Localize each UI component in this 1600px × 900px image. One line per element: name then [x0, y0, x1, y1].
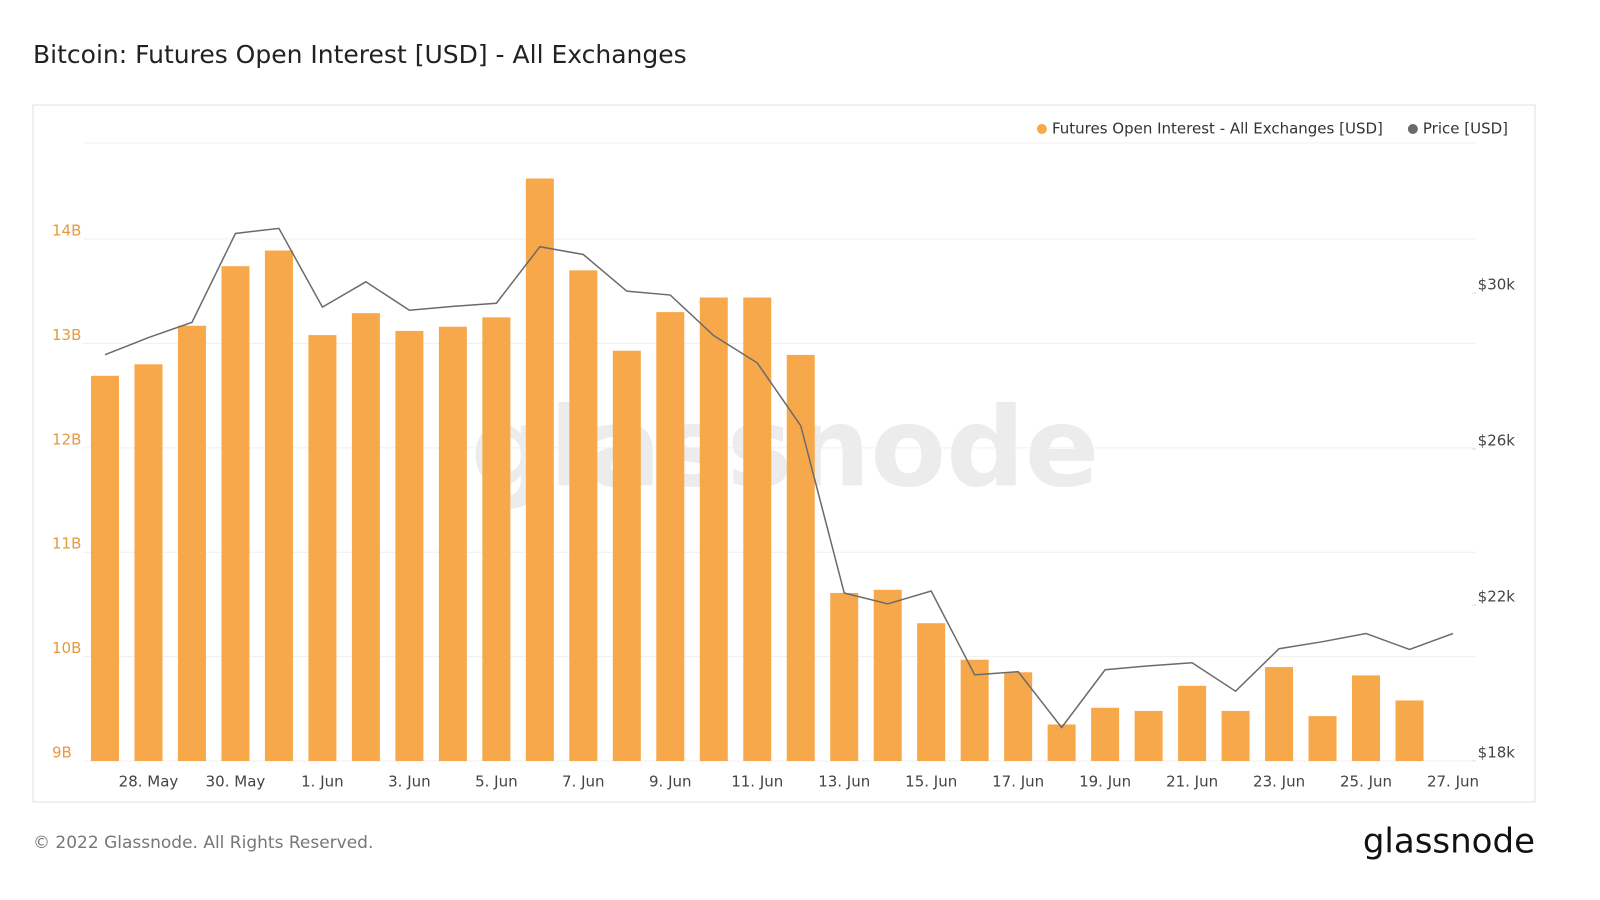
- bar: [264, 250, 293, 761]
- x-tick-label: 11. Jun: [731, 773, 783, 791]
- price-line: [104, 227, 1454, 729]
- bar: [1265, 667, 1294, 761]
- x-tick-label: 21. Jun: [1166, 773, 1218, 791]
- y-tick-label: 12B: [52, 430, 81, 448]
- bar: [1178, 685, 1207, 761]
- y-tick-label: 9B: [52, 744, 72, 762]
- legend-swatch: [1036, 124, 1047, 134]
- x-tick-label: 9. Jun: [649, 773, 692, 791]
- legend-label: Price [USD]: [1423, 120, 1508, 138]
- y-tick-label: 13B: [52, 326, 81, 344]
- bar: [1134, 710, 1163, 761]
- y2-tick-label: $30k: [1478, 276, 1516, 294]
- bar: [91, 375, 119, 761]
- bar: [482, 317, 511, 761]
- bar: [960, 659, 989, 761]
- x-tick-label: 13. Jun: [818, 773, 870, 791]
- bar: [830, 592, 859, 761]
- x-tick-label: 25. Jun: [1340, 773, 1392, 791]
- bar: [438, 326, 467, 761]
- bar: [743, 297, 772, 761]
- y-tick-label: 14B: [52, 222, 81, 240]
- logo: glassnode: [1363, 822, 1535, 862]
- bar: [395, 330, 424, 761]
- bar: [351, 313, 380, 761]
- y-tick-label: 11B: [52, 535, 81, 553]
- bar: [525, 178, 554, 762]
- bar: [1352, 675, 1381, 761]
- bar: [1395, 700, 1424, 761]
- bar: [1308, 716, 1337, 761]
- bar: [1004, 672, 1033, 761]
- x-tick-label: 15. Jun: [905, 773, 957, 791]
- y2-tick-label: $22k: [1478, 588, 1516, 606]
- bar: [612, 350, 641, 761]
- x-tick-label: 3. Jun: [388, 773, 431, 791]
- bar: [221, 266, 250, 761]
- bar: [134, 364, 163, 761]
- x-tick-label: 19. Jun: [1079, 773, 1131, 791]
- bar: [177, 325, 206, 761]
- chart-title: Bitcoin: Futures Open Interest [USD] - A…: [33, 40, 687, 69]
- bar: [569, 270, 598, 761]
- x-tick-label: 23. Jun: [1253, 773, 1305, 791]
- footer: © 2022 Glassnode. All Rights Reserved.: [33, 833, 373, 853]
- bar: [656, 312, 685, 761]
- legend-swatch: [1407, 124, 1418, 134]
- y-tick-label: 10B: [52, 639, 81, 657]
- x-tick-label: 17. Jun: [992, 773, 1044, 791]
- bar: [308, 335, 337, 761]
- legend-label: Futures Open Interest - All Exchanges [U…: [1052, 120, 1383, 138]
- x-tick-label: 5. Jun: [475, 773, 518, 791]
- bar: [917, 623, 946, 761]
- y2-tick-label: $18k: [1478, 744, 1516, 762]
- bar: [1221, 710, 1250, 761]
- bar: [699, 297, 728, 761]
- x-tick-label: 7. Jun: [562, 773, 605, 791]
- y2-tick-label: $26k: [1478, 432, 1516, 450]
- bar: [873, 589, 902, 761]
- bar: [786, 354, 815, 761]
- x-tick-label: 1. Jun: [301, 773, 344, 791]
- bar: [1047, 724, 1076, 761]
- bar: [1091, 707, 1120, 761]
- x-tick-label: 30. May: [206, 773, 266, 791]
- x-tick-label: 27. Jun: [1427, 773, 1479, 791]
- x-tick-label: 28. May: [119, 773, 179, 791]
